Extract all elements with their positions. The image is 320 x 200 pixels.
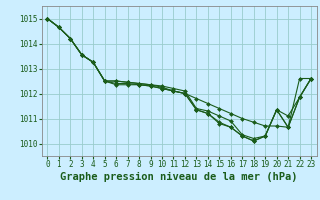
X-axis label: Graphe pression niveau de la mer (hPa): Graphe pression niveau de la mer (hPa) — [60, 172, 298, 182]
